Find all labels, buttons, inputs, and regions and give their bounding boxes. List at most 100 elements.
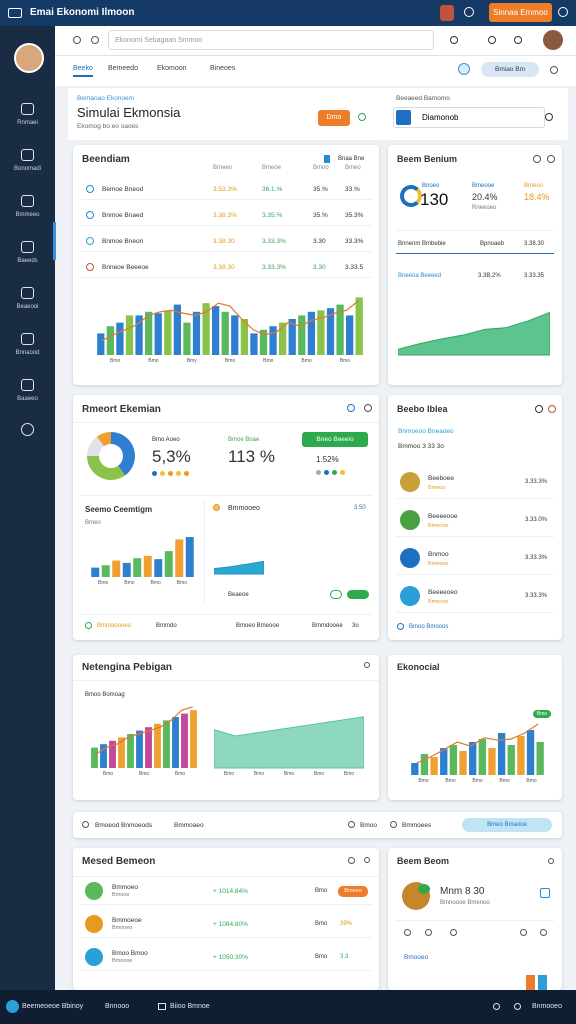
nav-label[interactable]: Bonomadi [13, 166, 42, 172]
search-input[interactable]: Ekonomi Sebagaan Smmoo [108, 30, 434, 50]
nav-label[interactable]: Beaeooi [16, 304, 39, 310]
x-label: Bmo [418, 778, 429, 784]
icon[interactable] [488, 36, 496, 44]
nav-label[interactable]: Baaeeo [17, 396, 38, 402]
tab[interactable]: Bemeedo [108, 65, 138, 72]
notification[interactable] [440, 5, 454, 21]
nav-icon[interactable] [21, 195, 34, 207]
tab[interactable]: Ekomoon [157, 65, 187, 72]
filter-pill[interactable]: Bmeo Bmaooe [462, 818, 552, 832]
icon[interactable] [514, 36, 522, 44]
foot-item[interactable]: Bmmdo [156, 623, 177, 629]
row-cell: 33.3% [345, 238, 364, 245]
icon[interactable] [535, 405, 543, 413]
icon[interactable] [425, 929, 432, 936]
settings[interactable] [464, 7, 474, 17]
filter-item[interactable]: Bmoo [360, 822, 377, 829]
icon[interactable] [548, 405, 556, 413]
nav-icon[interactable] [21, 333, 34, 345]
foot-item[interactable]: 3o [352, 623, 359, 629]
mini-bar [526, 975, 535, 990]
icon[interactable] [533, 155, 541, 163]
icon[interactable] [213, 504, 220, 511]
nav-label[interactable]: Rnmaei [17, 120, 38, 126]
filter-item[interactable]: Bmmoaeo [174, 822, 204, 829]
bottom-item[interactable]: Bnnooo [105, 1003, 130, 1010]
tab[interactable]: Beeko [73, 65, 93, 77]
divider [73, 680, 379, 681]
foot-item[interactable]: Bmoeo Bmeooe [236, 623, 280, 629]
bar [240, 319, 248, 355]
bar [164, 551, 173, 577]
icon[interactable] [450, 929, 457, 936]
icon[interactable] [514, 1003, 521, 1010]
pill[interactable] [347, 590, 369, 599]
icon[interactable] [358, 113, 366, 121]
list-foot[interactable]: Bmoo Bmooos [409, 624, 449, 630]
kpi-value: 1.52% [316, 455, 339, 464]
kpi-value: 5,3% [152, 447, 191, 466]
pill[interactable] [330, 590, 342, 599]
nav-icon[interactable] [21, 103, 34, 115]
header-box[interactable]: Diamonob [393, 107, 545, 128]
icon[interactable] [520, 929, 527, 936]
icon[interactable] [86, 185, 94, 193]
nav-icon[interactable] [21, 423, 34, 436]
list-tag: 39% [340, 921, 353, 927]
nav-label[interactable]: Bnnaood [15, 350, 40, 356]
header-box-icon [396, 110, 411, 125]
icon[interactable] [458, 63, 470, 75]
bottom-item[interactable]: Biioo Bmnoe [170, 1003, 210, 1010]
kpi-sub: Rneeoeo [472, 205, 497, 211]
icon[interactable] [86, 263, 94, 271]
icon[interactable] [85, 622, 92, 629]
filter-item[interactable]: Bmmoees [402, 822, 432, 829]
gear[interactable] [558, 7, 568, 17]
nav-icon[interactable] [21, 241, 34, 253]
icon[interactable] [364, 404, 372, 412]
icon[interactable] [550, 66, 558, 74]
foot-item[interactable]: Bmmdooee [312, 623, 343, 629]
icon[interactable] [397, 623, 404, 630]
icon[interactable] [390, 821, 397, 828]
tab-pill[interactable]: Bmiao Bm [481, 62, 539, 77]
icon[interactable] [364, 662, 370, 668]
bottom-item[interactable]: Bnmooeo [532, 1003, 562, 1010]
icon[interactable] [540, 888, 550, 898]
nav-icon[interactable] [21, 149, 34, 161]
divider [80, 904, 372, 905]
tab[interactable]: Bineoes [210, 65, 236, 72]
icon[interactable] [73, 36, 81, 44]
icon[interactable] [547, 155, 555, 163]
icon[interactable] [82, 821, 89, 828]
icon[interactable] [91, 36, 99, 44]
nav-icon[interactable] [21, 379, 34, 391]
nav-label[interactable]: Baeeds [17, 258, 38, 264]
row-name: Bnmoe Bnaed [102, 212, 144, 219]
icon[interactable] [86, 237, 94, 245]
green-button[interactable]: Bneo Beeeio [302, 432, 368, 447]
icon[interactable] [540, 929, 547, 936]
icon[interactable] [86, 211, 94, 219]
bottom-item[interactable]: Beemeoeoe Bbinoy [22, 1003, 84, 1010]
icon[interactable] [493, 1003, 500, 1010]
row-cell: 3.53.3% [213, 186, 237, 193]
icon[interactable] [545, 113, 553, 121]
column-header: Bmeo [345, 165, 361, 171]
icon[interactable] [348, 821, 355, 828]
icon[interactable] [348, 857, 355, 864]
icon[interactable] [548, 858, 554, 864]
icon[interactable] [450, 36, 458, 44]
nav-icon[interactable] [21, 287, 34, 299]
profile-link[interactable]: Bmooeo [404, 954, 429, 961]
divider [396, 574, 554, 575]
nav-label[interactable]: Bmmeeo [15, 212, 40, 218]
icon[interactable] [364, 857, 370, 863]
filter-item[interactable]: Bmoeod Bnmoeods [95, 822, 153, 829]
icon[interactable] [347, 404, 355, 412]
foot-item[interactable]: Bmmaoooeo [97, 623, 132, 629]
header-button[interactable]: Dmo [318, 110, 350, 126]
icon[interactable] [404, 929, 411, 936]
bar [478, 739, 486, 775]
top-button[interactable]: Sinnaa Emmoo [489, 3, 552, 22]
